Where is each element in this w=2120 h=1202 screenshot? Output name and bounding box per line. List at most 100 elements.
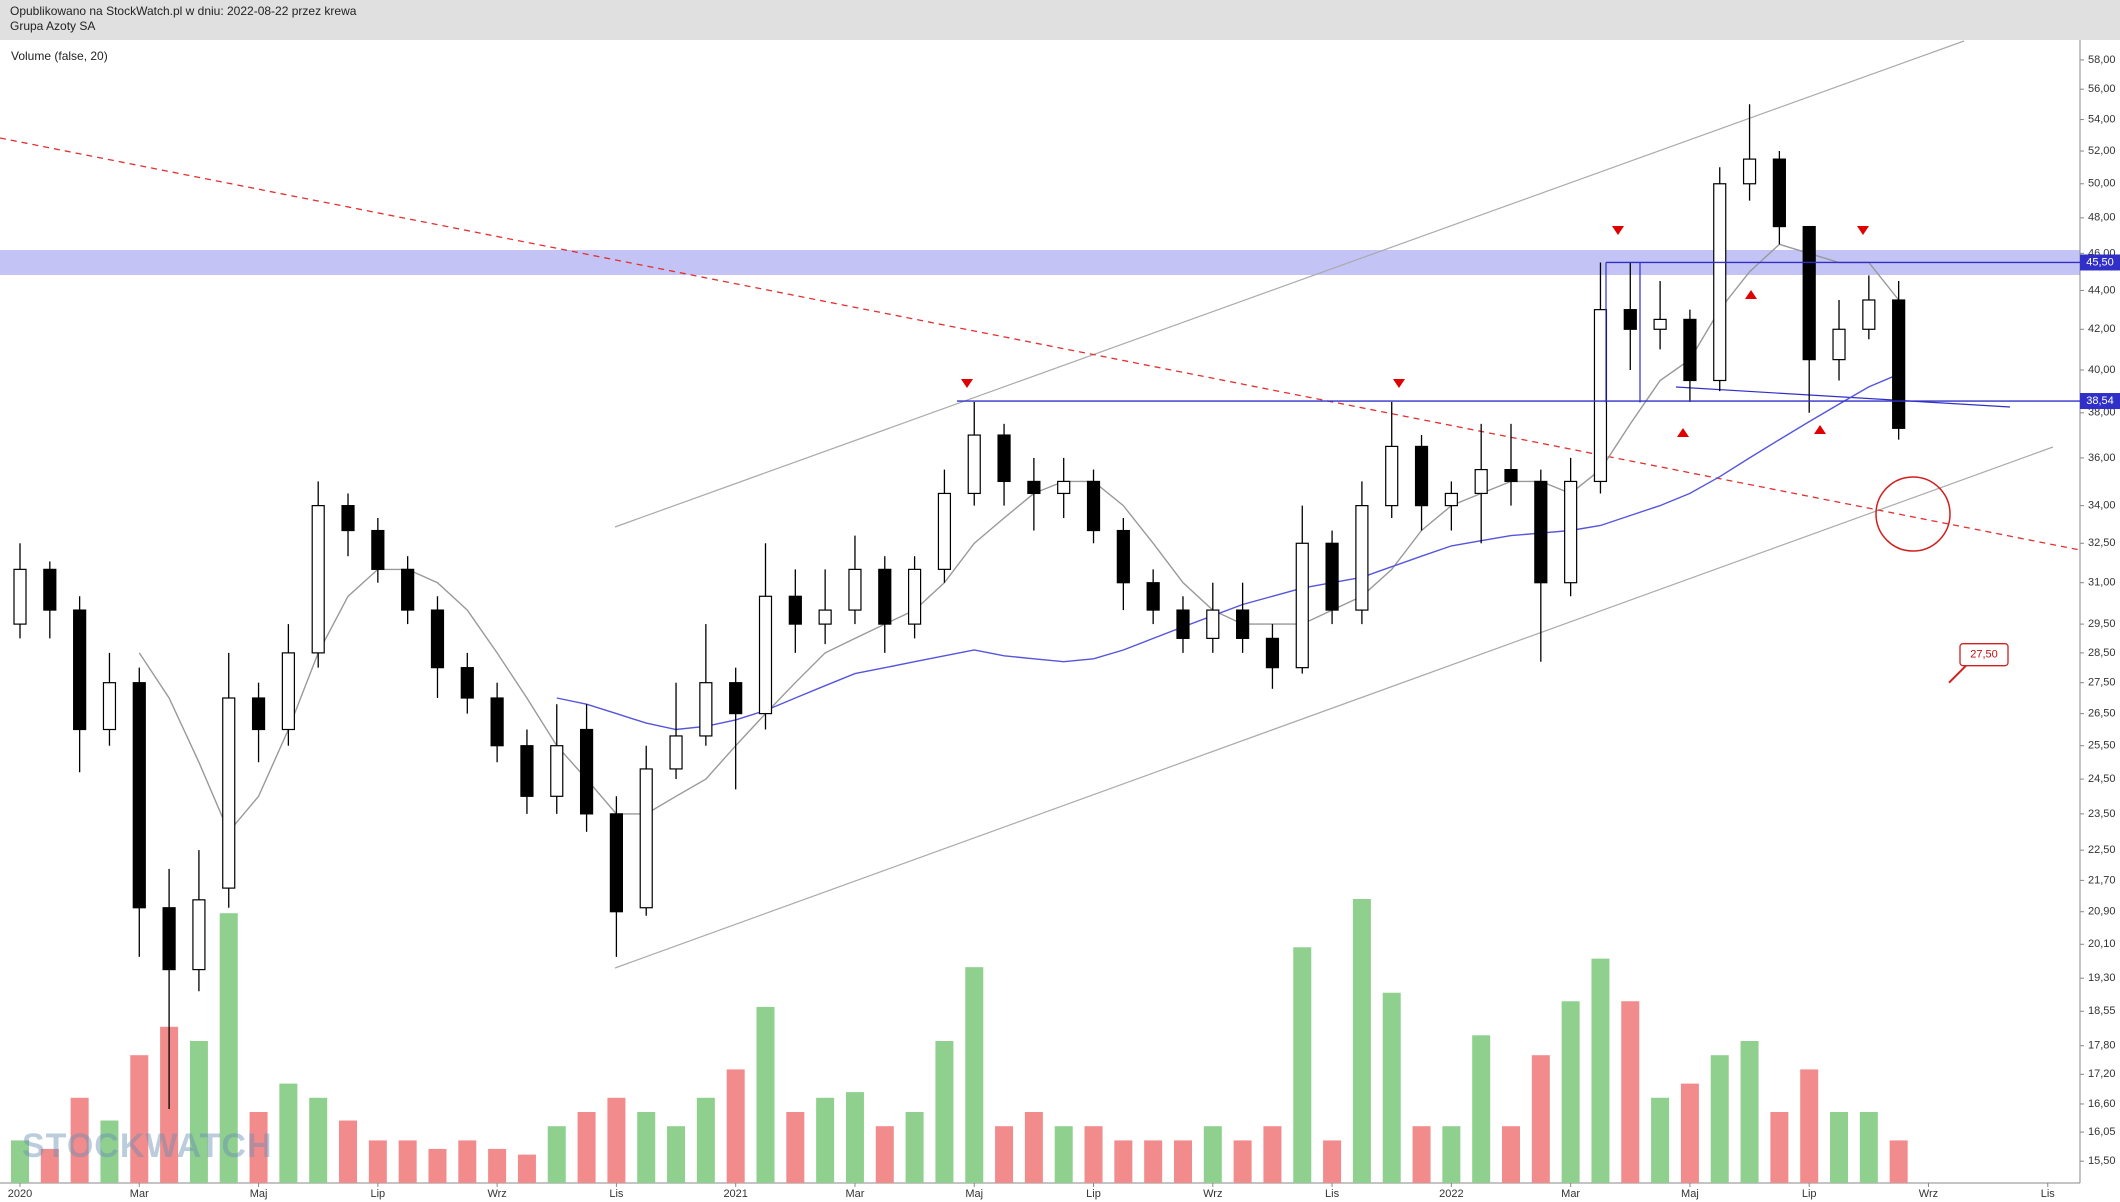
candle-body (1236, 609, 1250, 639)
candle-body (1862, 299, 1876, 330)
candle-body (1593, 309, 1608, 483)
volume-bar (667, 1126, 686, 1183)
candle (550, 704, 564, 814)
candle (102, 652, 117, 746)
candle (1653, 281, 1667, 350)
candle (1683, 309, 1697, 402)
x-tick-label: Lip (1802, 1188, 1817, 1200)
volume-bar (1800, 1069, 1819, 1183)
neckline (1675, 386, 2011, 408)
candle (251, 682, 266, 763)
candle-body (341, 505, 355, 532)
volume-bar (488, 1148, 507, 1183)
candle (1325, 530, 1339, 625)
volume-bar (130, 1055, 149, 1183)
volume-bar (816, 1097, 835, 1183)
y-tick-label: 20,10 (2088, 938, 2116, 950)
candle (907, 556, 922, 639)
candle (132, 667, 146, 957)
volume-bar (1531, 1055, 1550, 1183)
x-tick-label: Maj (965, 1188, 983, 1200)
x-tick-label: Maj (250, 1188, 268, 1200)
candle (1832, 299, 1846, 381)
candle-body (699, 682, 713, 737)
volume-bar (1203, 1126, 1222, 1183)
candle-body (848, 568, 862, 611)
candle (878, 556, 892, 653)
candle-body (102, 682, 117, 731)
y-tick-label: 34,00 (2088, 500, 2116, 512)
candle-body (1713, 183, 1727, 382)
candle-body (1295, 542, 1309, 669)
candle (1146, 569, 1160, 625)
candle-body (669, 735, 683, 770)
candle-body (907, 568, 922, 625)
volume-bar (1621, 1001, 1640, 1183)
candle (609, 796, 624, 957)
volume-bar (189, 1041, 208, 1183)
candle-body (1325, 542, 1339, 611)
callout-label: 27,50 (1970, 649, 1998, 661)
candle-body (878, 568, 892, 625)
volume-bar (1114, 1140, 1133, 1183)
x-tick-label: Lip (1086, 1188, 1101, 1200)
volume-bar (70, 1097, 89, 1183)
y-tick-label: 56,00 (2088, 83, 2116, 95)
volume-bar (339, 1120, 358, 1183)
candle-body (1146, 582, 1160, 611)
candle-body (758, 595, 773, 715)
candle-body (460, 667, 474, 699)
marker-down (1612, 226, 1624, 235)
candle-body (1742, 158, 1757, 185)
channel-upper (614, 40, 1965, 528)
y-tick-label: 52,00 (2088, 145, 2116, 157)
y-tick-label: 26,50 (2088, 708, 2116, 720)
candle-body (609, 813, 624, 913)
candle (401, 556, 415, 625)
candle-body (1385, 445, 1399, 507)
marker-up (1745, 290, 1757, 299)
volume-bar (547, 1126, 566, 1183)
candle (729, 667, 743, 790)
channel-lower (614, 446, 2054, 969)
candle-body (788, 595, 802, 625)
candle-body (73, 609, 87, 731)
header-subtitle: Opublikowano na StockWatch.pl w dniu: 20… (10, 4, 357, 18)
volume-bar (1859, 1112, 1878, 1183)
candle-body (1534, 480, 1548, 584)
candle-body (401, 568, 415, 611)
candle (848, 535, 862, 625)
candle (1295, 505, 1309, 674)
volume-bar (428, 1148, 447, 1183)
y-tick-label: 36,00 (2088, 452, 2116, 464)
candle (699, 624, 713, 746)
candle-body (818, 609, 832, 625)
candle (758, 543, 773, 730)
volume-bar (577, 1112, 596, 1183)
candle-body (1683, 318, 1697, 382)
candle (520, 729, 534, 814)
candle (1772, 151, 1786, 245)
volume-bar (1323, 1140, 1342, 1183)
candle-body (1564, 480, 1578, 584)
candle (73, 596, 87, 773)
candle-body (1474, 468, 1488, 495)
volume-bar (219, 913, 238, 1183)
y-tick-label: 16,60 (2088, 1098, 2116, 1110)
x-tick-label: Wrz (1919, 1188, 1938, 1200)
volume-bar (1889, 1140, 1908, 1183)
candle-body (1355, 505, 1369, 611)
candle-body (967, 434, 981, 495)
y-tick-label: 31,00 (2088, 577, 2116, 589)
candle-body (1892, 299, 1906, 429)
x-tick-label: Wrz (1203, 1188, 1222, 1200)
candle-body (1623, 309, 1637, 330)
candle-body (311, 505, 325, 654)
y-tick-label: 15,50 (2088, 1155, 2116, 1167)
candle (1892, 281, 1906, 440)
y-tick-label: 25,50 (2088, 740, 2116, 752)
volume-bar (1710, 1055, 1729, 1183)
volume-bar (1770, 1112, 1789, 1183)
candle-body (1086, 480, 1101, 532)
